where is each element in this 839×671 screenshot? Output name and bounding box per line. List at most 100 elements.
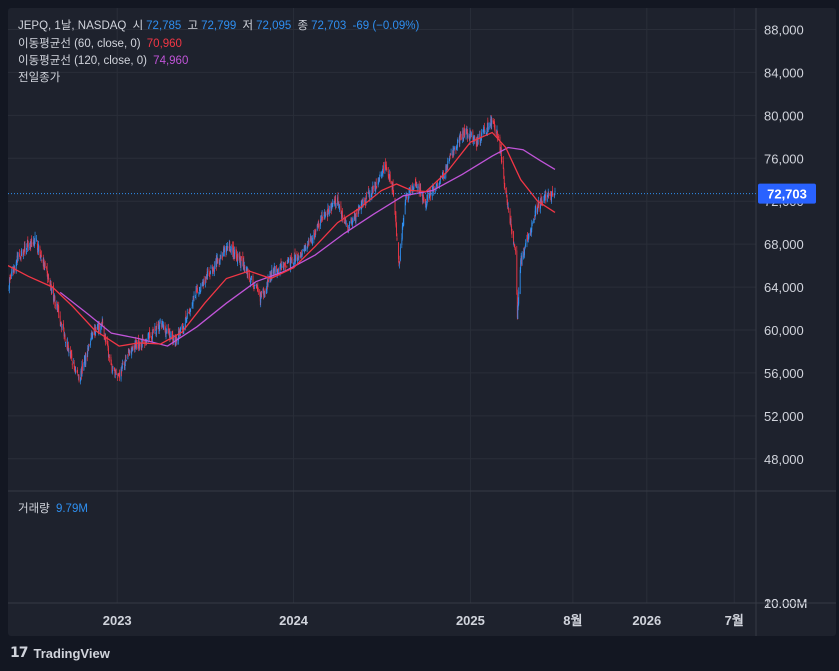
candle-body xyxy=(249,273,251,279)
x-tick-label: 8월 xyxy=(563,613,582,628)
candle-body xyxy=(403,215,405,226)
candle-body xyxy=(528,237,529,240)
candle-body xyxy=(375,182,377,185)
candle-body xyxy=(487,120,489,131)
ma60-label: 이동평균선 (60, close, 0) xyxy=(18,38,141,50)
candle-body xyxy=(310,235,311,242)
brand-footer[interactable]: 17 TradingView xyxy=(10,645,110,661)
candle-body xyxy=(278,269,279,271)
ma60-legend[interactable]: 이동평균선 (60, close, 0) 70,960 xyxy=(18,36,185,52)
candle-body xyxy=(502,160,504,169)
candle-body xyxy=(352,221,353,225)
candle-body xyxy=(475,139,477,144)
candle-body xyxy=(240,259,241,266)
candle-body xyxy=(132,345,134,348)
moving-averages xyxy=(8,131,556,347)
candle-body xyxy=(266,282,268,292)
candle-body xyxy=(306,246,308,251)
candle-body xyxy=(355,217,356,220)
candle-body xyxy=(298,257,299,260)
candle-body xyxy=(140,342,142,347)
candle-body xyxy=(447,161,449,168)
candle-body xyxy=(168,330,170,335)
candle-body xyxy=(339,205,340,210)
candle-body xyxy=(395,215,397,226)
candle-body xyxy=(267,280,268,287)
candle-body xyxy=(402,222,404,225)
candle-body xyxy=(95,327,97,331)
close-value: 72,703 xyxy=(311,20,347,32)
candle-body xyxy=(56,303,58,308)
chart-canvas[interactable]: 88,00084,00080,00076,00072,00068,00064,0… xyxy=(8,8,836,636)
candle-body xyxy=(230,249,232,253)
candle-body xyxy=(413,183,415,190)
candle-body xyxy=(378,181,380,183)
candle-body xyxy=(39,251,41,259)
candle-body xyxy=(384,161,386,171)
candle-body xyxy=(422,194,423,201)
candle-body xyxy=(232,248,234,255)
candle-body xyxy=(189,310,191,315)
candle-body xyxy=(351,222,353,225)
candle-body xyxy=(81,370,82,376)
prev-close-legend[interactable]: 전일종가 xyxy=(18,70,63,86)
candle-body xyxy=(510,221,511,223)
y-tick-label: 48,000 xyxy=(764,452,804,467)
candle-body xyxy=(22,252,24,256)
candle-body xyxy=(405,193,407,200)
candle-body xyxy=(179,331,180,335)
candle-body xyxy=(251,275,252,278)
candle-body xyxy=(200,284,202,291)
candle-body xyxy=(21,249,22,256)
candle-body xyxy=(172,334,174,343)
candle-body xyxy=(470,135,472,137)
candle-body xyxy=(162,324,164,328)
candle-body xyxy=(199,290,201,293)
chart-frame[interactable]: 88,00084,00080,00076,00072,00068,00064,0… xyxy=(8,8,836,636)
candle-body xyxy=(30,243,32,247)
candle-body xyxy=(127,355,129,360)
candle-body xyxy=(243,265,245,269)
candle-body xyxy=(509,211,511,224)
candle-body xyxy=(341,210,343,216)
candle-body xyxy=(463,137,465,140)
candle-body xyxy=(195,290,197,296)
candle-body xyxy=(517,301,519,308)
candle-body xyxy=(338,203,339,206)
candle-body xyxy=(37,243,38,251)
candle-body xyxy=(436,183,438,186)
ma60-line xyxy=(8,131,556,347)
candle-body xyxy=(295,254,296,262)
candle-body xyxy=(335,198,337,208)
candle-body xyxy=(459,135,461,144)
candle-body xyxy=(152,332,153,339)
candle-body xyxy=(199,291,201,293)
candle-body xyxy=(39,246,41,255)
candle-body xyxy=(408,189,410,196)
candle-body xyxy=(168,328,169,330)
candle-body xyxy=(375,182,377,193)
candle-body xyxy=(337,197,338,205)
ma120-legend[interactable]: 이동평균선 (120, close, 0) 74,960 xyxy=(18,53,191,69)
x-tick-label: 2025 xyxy=(456,613,485,628)
candle-body xyxy=(415,182,417,186)
candle-body xyxy=(401,237,403,246)
candle-body xyxy=(190,310,192,312)
candle-body xyxy=(357,212,359,214)
candle-body xyxy=(382,170,383,172)
candle-body xyxy=(153,329,154,331)
candle-body xyxy=(484,131,486,133)
volume-legend[interactable]: 거래량 9.79M xyxy=(18,501,91,517)
candle-body xyxy=(408,196,409,200)
candle-body xyxy=(535,208,537,214)
candle-body xyxy=(188,311,190,313)
candle-body xyxy=(70,354,72,356)
candle-body xyxy=(422,195,424,203)
symbol-name[interactable]: JEPQ, 1날, NASDAQ xyxy=(18,20,127,32)
candle-body xyxy=(276,272,278,275)
candle-body xyxy=(91,332,92,337)
candle-body xyxy=(65,341,66,343)
axes: 88,00084,00080,00076,00072,00068,00064,0… xyxy=(8,8,836,636)
candle-body xyxy=(304,248,306,251)
candle-body xyxy=(544,194,546,197)
